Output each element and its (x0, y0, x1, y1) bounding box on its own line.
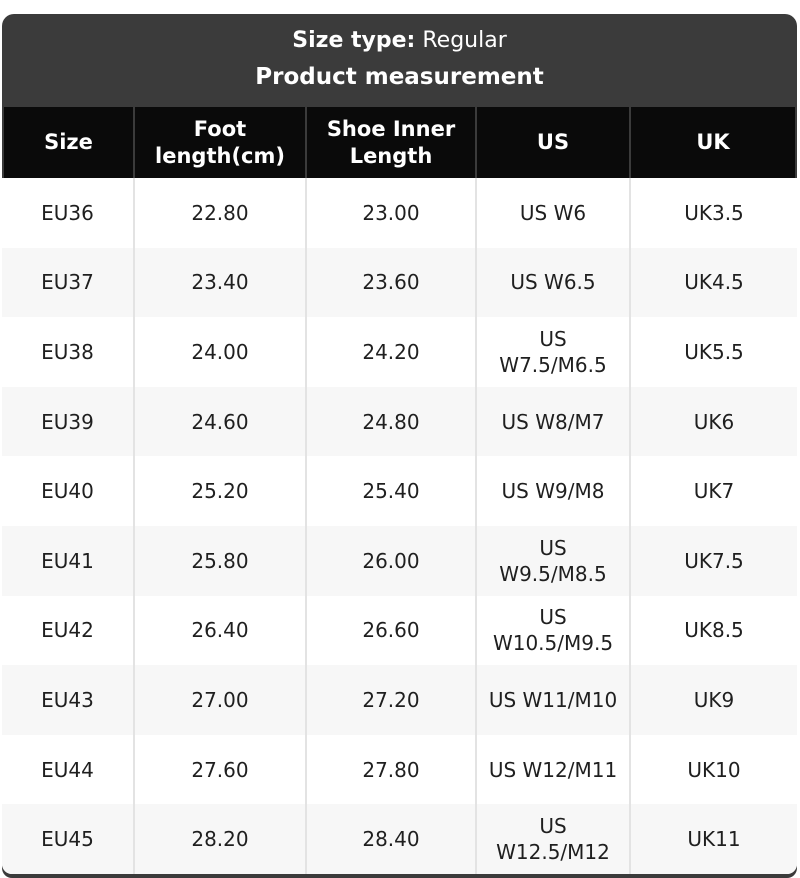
cell-uk: UK6 (693, 409, 735, 434)
cell-foot-length: 24.60 (135, 386, 307, 457)
cell-size: EU38 (2, 317, 135, 387)
cell-foot-length: 23.40 (135, 247, 307, 318)
product-measurement-title: Product measurement (255, 64, 544, 90)
cell-shoe-inner-length: 24.80 (307, 386, 477, 457)
cell-shoe-inner-length: 25.40 (307, 456, 477, 526)
cell-us: US W9/M8 (477, 456, 631, 526)
cell-shoe-inner-length: 26.60 (307, 595, 477, 666)
cell-uk: UK7.5 (684, 548, 744, 573)
cell-size: EU43 (2, 665, 135, 735)
table-row-eu39: EU39 24.60 24.80 US W8/M7 UK6 (2, 386, 797, 457)
cell-size: EU36 (2, 178, 135, 248)
cell-uk: UK10 (687, 757, 741, 782)
cell-size: EU41 (2, 525, 135, 596)
table-row-eu36: EU36 22.80 23.00 US W6 UK3.5 (2, 178, 797, 248)
column-header-uk: UK (631, 107, 795, 178)
cell-size: EU37 (2, 247, 135, 318)
size-type-line: Size type: Regular (292, 28, 507, 53)
table-row-eu44: EU44 27.60 27.80 US W12/M11 UK10 (2, 734, 797, 805)
table-header-row: Size Foot length(cm) Shoe Inner Length US UK (2, 104, 797, 178)
cell-foot-length: 27.00 (135, 665, 307, 735)
size-type-label: Size type: (292, 28, 416, 53)
table-row-eu41: EU41 25.80 26.00 US W9.5/M8.5 UK7.5 (2, 525, 797, 596)
cell-shoe-inner-length: 27.80 (307, 734, 477, 805)
column-header-us: US (477, 107, 629, 178)
cell-size: EU42 (2, 595, 135, 666)
cell-us: US W11/M10 (477, 665, 631, 735)
cell-foot-length: 25.20 (135, 456, 307, 526)
column-header-size: Size (4, 107, 133, 178)
cell-foot-length: 22.80 (135, 178, 307, 248)
cell-shoe-inner-length: 26.00 (307, 525, 477, 596)
table-row-eu45: EU45 28.20 28.40 US W12.5/M12 UK11 (2, 804, 797, 874)
cell-uk: UK8.5 (684, 618, 744, 643)
cell-uk: UK7 (693, 479, 735, 504)
cell-size: EU40 (2, 456, 135, 526)
table-row-eu42: EU42 26.40 26.60 US W10.5/M9.5 UK8.5 (2, 595, 797, 666)
cell-us: US W7.5/M6.5 (477, 317, 631, 387)
cell-uk: UK11 (687, 827, 741, 852)
cell-foot-length: 28.20 (135, 804, 307, 874)
cell-foot-length: 24.00 (135, 317, 307, 387)
cell-shoe-inner-length: 27.20 (307, 665, 477, 735)
table-row-eu40: EU40 25.20 25.40 US W9/M8 UK7 (2, 456, 797, 526)
cell-size: EU39 (2, 386, 135, 457)
cell-shoe-inner-length: 28.40 (307, 804, 477, 874)
table-row-eu37: EU37 23.40 23.60 US W6.5 UK4.5 (2, 247, 797, 318)
cell-foot-length: 26.40 (135, 595, 307, 666)
cell-uk: UK5.5 (684, 339, 744, 364)
size-chart-header: Size type: Regular Product measurement (2, 14, 797, 104)
cell-size: EU44 (2, 734, 135, 805)
size-table-body: EU36 22.80 23.00 US W6 UK3.5 EU37 23.40 23.60 US… (2, 178, 797, 874)
cell-foot-length: 25.80 (135, 525, 307, 596)
size-type-value: Regular (422, 28, 507, 53)
cell-us: US W6.5 (477, 247, 631, 318)
cell-uk: UK9 (693, 687, 735, 712)
column-header-shoe-inner-length: Shoe Inner Length (307, 107, 475, 178)
cell-size: EU45 (2, 804, 135, 874)
cell-uk: UK3.5 (684, 200, 744, 225)
table-row-eu43: EU43 27.00 27.20 US W11/M10 UK9 (2, 665, 797, 735)
cell-shoe-inner-length: 23.60 (307, 247, 477, 318)
cell-uk: UK4.5 (684, 270, 744, 295)
cell-us: US W12.5/M12 (477, 804, 631, 874)
cell-shoe-inner-length: 23.00 (307, 178, 477, 248)
column-header-foot-length: Foot length(cm) (135, 107, 305, 178)
size-chart-card: Size type: Regular Product measurement S… (2, 14, 797, 878)
cell-foot-length: 27.60 (135, 734, 307, 805)
cell-shoe-inner-length: 24.20 (307, 317, 477, 387)
cell-us: US W10.5/M9.5 (477, 595, 631, 666)
table-row-eu38: EU38 24.00 24.20 US W7.5/M6.5 UK5.5 (2, 317, 797, 387)
cell-us: US W9.5/M8.5 (477, 525, 631, 596)
cell-us: US W6 (477, 178, 631, 248)
cell-us: US W12/M11 (477, 734, 631, 805)
cell-us: US W8/M7 (477, 386, 631, 457)
